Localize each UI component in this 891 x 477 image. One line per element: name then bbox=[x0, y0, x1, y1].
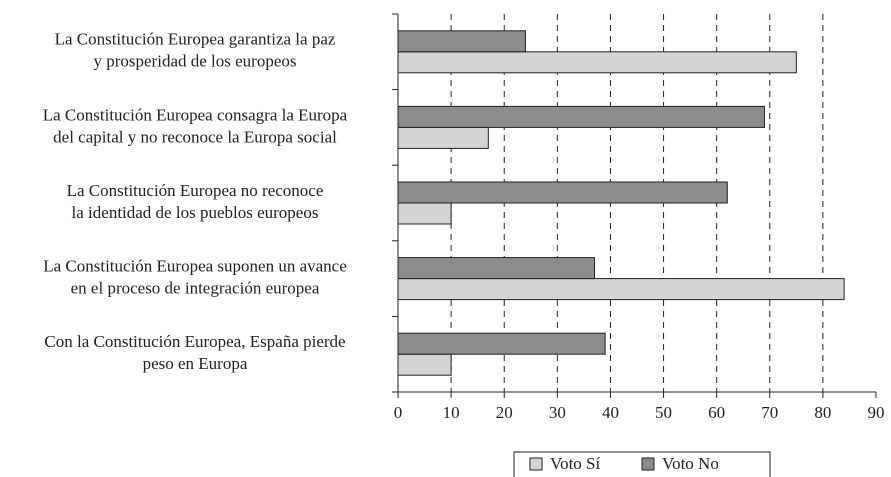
y-tick-label: La Constitución Europea garantiza la paz bbox=[55, 30, 336, 49]
y-tick-label: Con la Constitución Europea, España pier… bbox=[44, 332, 345, 351]
bar bbox=[397, 126, 489, 149]
bar bbox=[397, 105, 765, 128]
bar bbox=[397, 278, 845, 301]
x-tick-label: 0 bbox=[394, 403, 403, 422]
bar bbox=[397, 257, 596, 280]
bar bbox=[397, 51, 797, 74]
bar bbox=[397, 353, 452, 376]
x-tick-label: 20 bbox=[496, 403, 513, 422]
x-tick-label: 30 bbox=[549, 403, 566, 422]
y-tick-label: La Constitución Europea suponen un avanc… bbox=[43, 257, 347, 276]
legend-label: Voto No bbox=[662, 454, 719, 473]
y-tick-label: del capital y no reconoce la Europa soci… bbox=[53, 127, 337, 146]
x-tick-label: 40 bbox=[602, 403, 619, 422]
y-tick-label: y prosperidad de los europeos bbox=[93, 52, 296, 71]
y-tick-label: en el proceso de integración europea bbox=[71, 279, 320, 298]
y-tick-label: peso en Europa bbox=[143, 354, 248, 373]
y-tick-label: la identidad de los pueblos europeos bbox=[72, 203, 319, 222]
x-tick-label: 10 bbox=[443, 403, 460, 422]
bar bbox=[397, 332, 606, 355]
bar bbox=[397, 202, 452, 225]
bar bbox=[397, 30, 526, 53]
y-tick-label: La Constitución Europea consagra la Euro… bbox=[43, 105, 348, 124]
y-tick-label: La Constitución Europea no reconoce bbox=[67, 181, 324, 200]
legend-swatch bbox=[641, 457, 655, 471]
bar bbox=[397, 181, 728, 204]
legend-box bbox=[513, 451, 771, 477]
x-tick-label: 70 bbox=[761, 403, 778, 422]
x-tick-label: 80 bbox=[814, 403, 831, 422]
x-tick-label: 50 bbox=[655, 403, 672, 422]
x-tick-label: 90 bbox=[868, 403, 885, 422]
legend-swatch bbox=[529, 457, 543, 471]
legend-label: Voto Sí bbox=[550, 454, 601, 473]
x-tick-label: 60 bbox=[708, 403, 725, 422]
